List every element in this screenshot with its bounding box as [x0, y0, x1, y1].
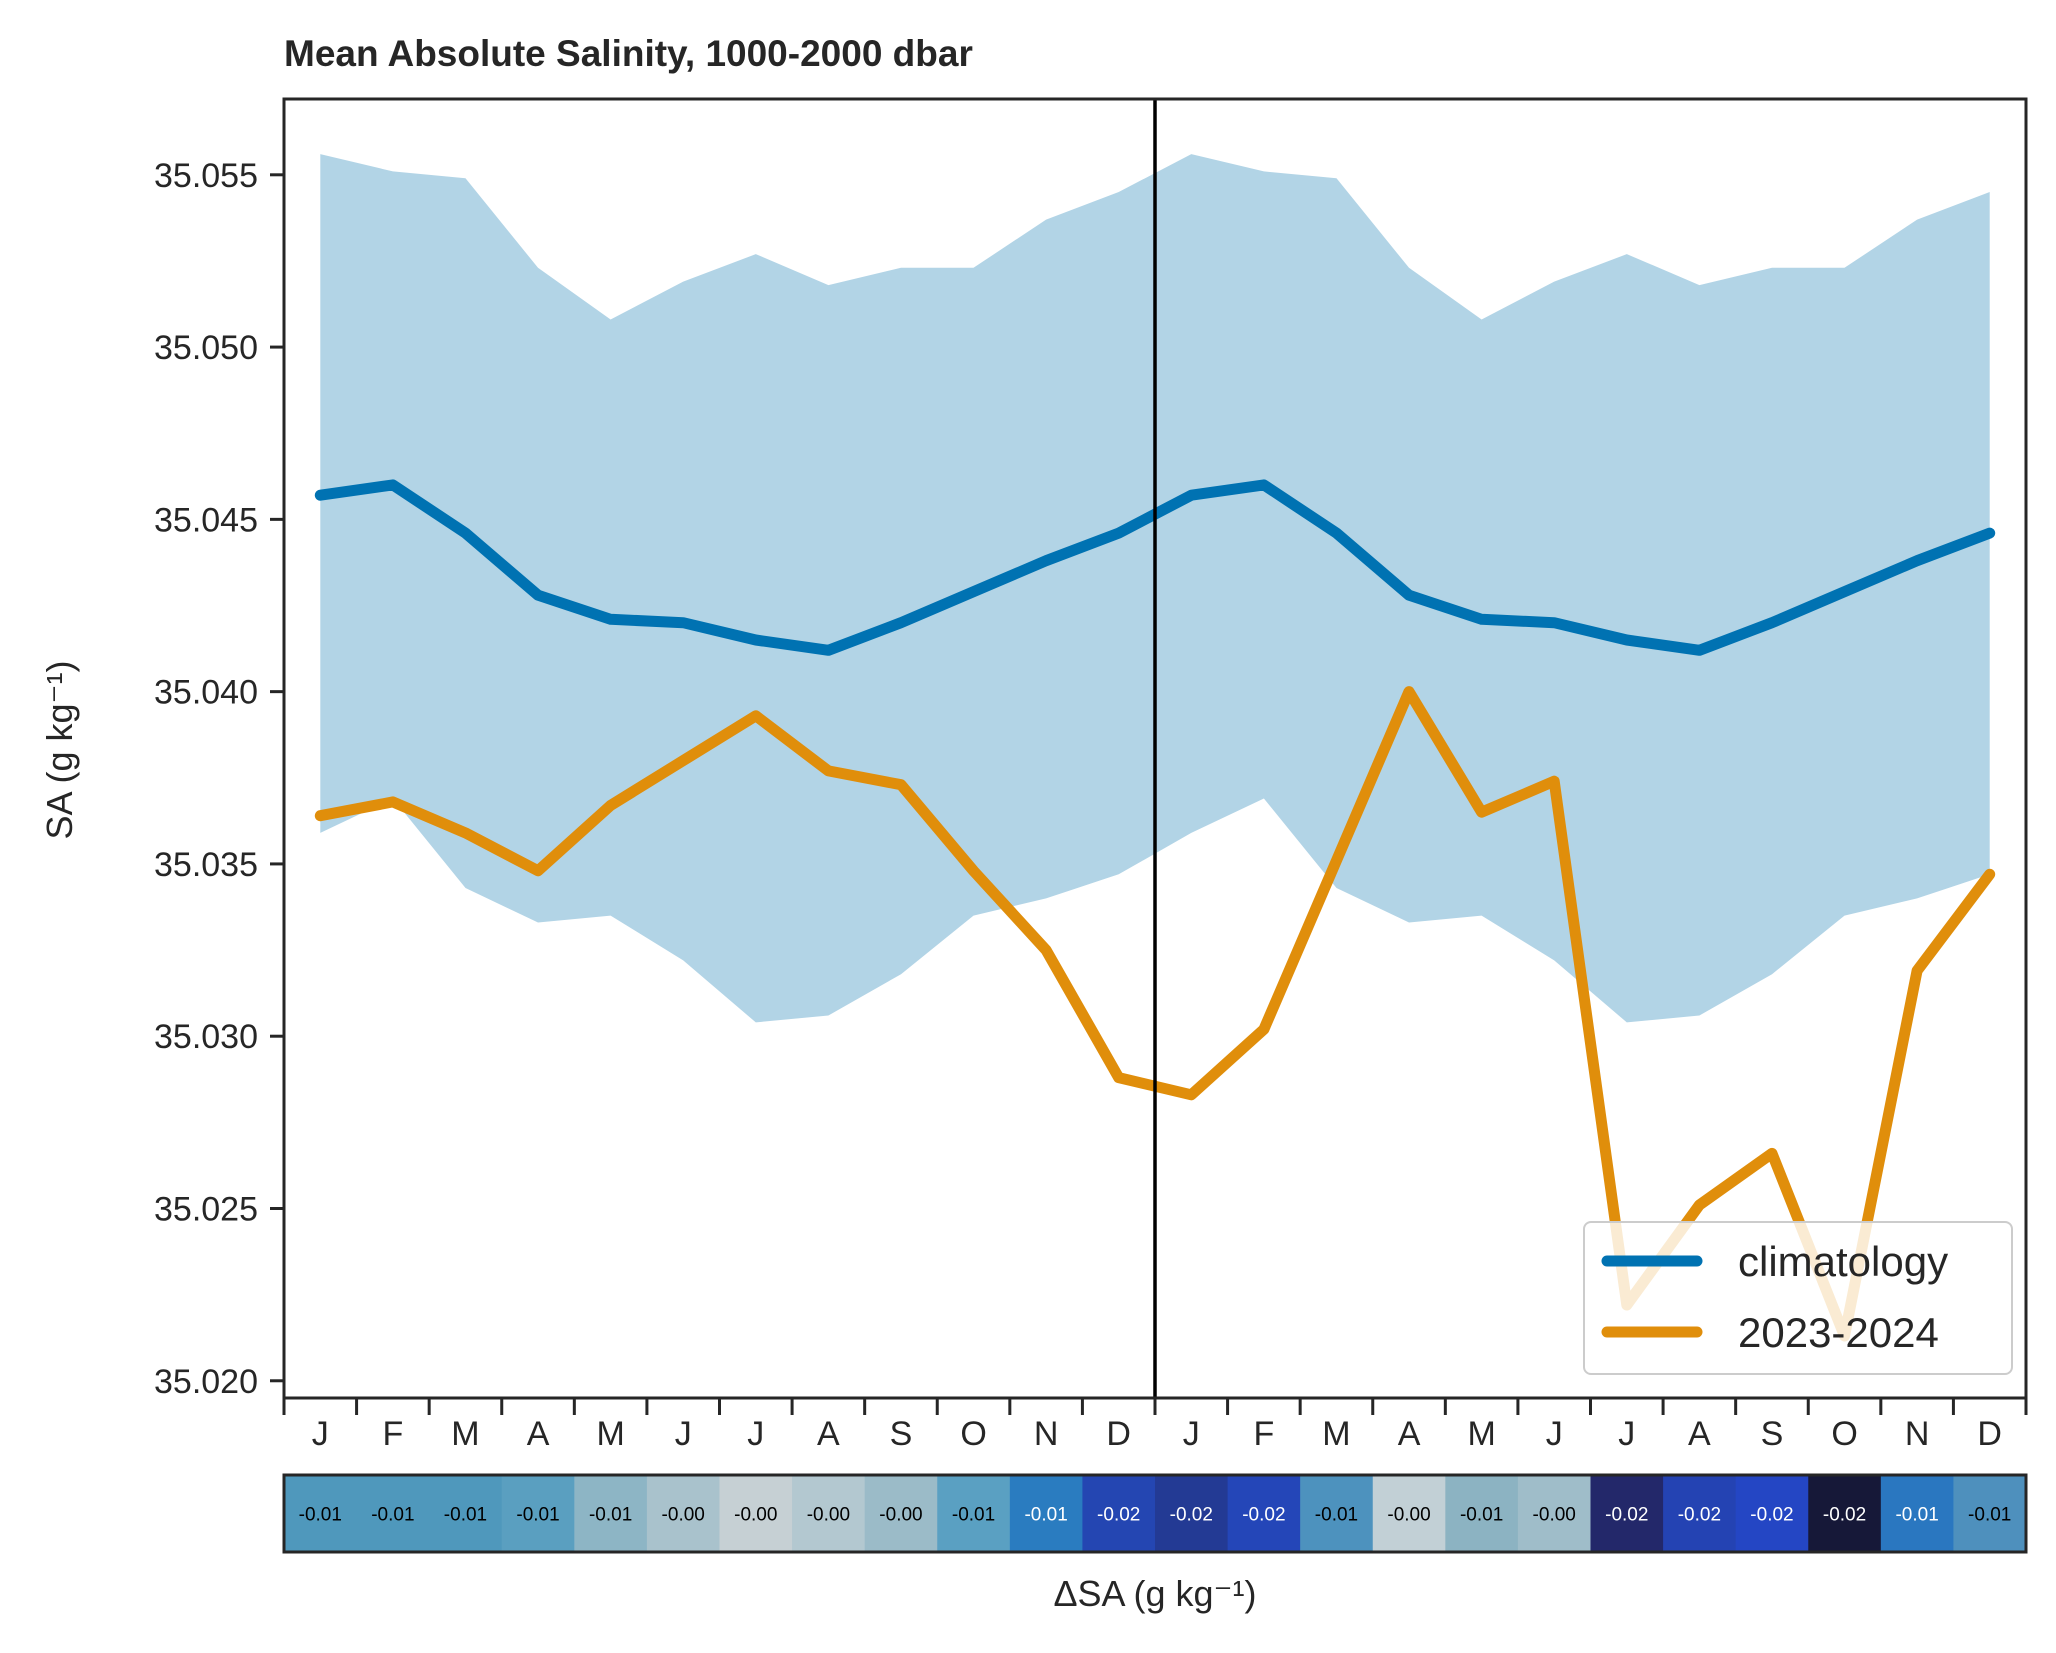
anomaly-cell [719, 1475, 793, 1552]
x-tick-label: O [1831, 1415, 1857, 1453]
anomaly-cell [429, 1475, 503, 1552]
plot-area [282, 97, 2028, 1400]
anomaly-cell-label: -0.01 [1024, 1505, 1067, 1526]
anomaly-cell-label: -0.02 [1750, 1505, 1793, 1526]
anomaly-cell [1300, 1475, 1374, 1552]
y-tick-label: 35.040 [154, 674, 258, 712]
anomaly-cell-label: -0.01 [589, 1505, 632, 1526]
anomaly-cell-label: -0.00 [1387, 1505, 1430, 1526]
anomaly-cell [1953, 1475, 2027, 1552]
anomaly-cell-label: -0.02 [1823, 1505, 1866, 1526]
x-tick-label: D [1977, 1415, 2002, 1453]
anomaly-cell-label: -0.01 [1968, 1505, 2011, 1526]
anomaly-strip-frame [282, 1473, 2028, 1554]
anomaly-cell-label: -0.00 [734, 1505, 777, 1526]
x-tick-label: M [1467, 1415, 1495, 1453]
anomaly-cell-label: -0.02 [1242, 1505, 1285, 1526]
anomaly-cell-label: -0.01 [516, 1505, 559, 1526]
y-tick-label: 35.020 [154, 1363, 258, 1401]
anomaly-cell [1517, 1475, 1591, 1552]
x-tick-label: J [1618, 1415, 1635, 1453]
anomaly-cell-label: -0.02 [1678, 1505, 1721, 1526]
anomaly-cell-label: -0.02 [1605, 1505, 1648, 1526]
x-tick-label: J [1183, 1415, 1200, 1453]
anomaly-cell-label: -0.01 [1460, 1505, 1503, 1526]
anomaly-cell [864, 1475, 938, 1552]
anomaly-cell-label: -0.00 [662, 1505, 705, 1526]
anomaly-cell [1735, 1475, 1809, 1552]
y-tick-label: 35.035 [154, 846, 258, 884]
anomaly-cell-label: -0.01 [1895, 1505, 1938, 1526]
y-axis: 35.020 35.025 35.030 35.035 35.040 35.045 35.0… [154, 157, 284, 1401]
anomaly-cell-label: -0.00 [1533, 1505, 1576, 1526]
chart-title: Mean Absolute Salinity, 1000-2000 dbar [284, 33, 973, 74]
x-tick-label: A [1398, 1415, 1421, 1453]
y-tick-label: 35.045 [154, 501, 258, 539]
legend: climatology 2023-2024 [1583, 1221, 2013, 1375]
anomaly-cell [646, 1475, 720, 1552]
x-tick-label: S [1761, 1415, 1784, 1453]
anomaly-cell [1009, 1475, 1083, 1552]
anomaly-cell [1880, 1475, 1954, 1552]
anomaly-cell-label: -0.01 [1315, 1505, 1358, 1526]
anomaly-strip-label: ΔSA (g kg⁻¹) [1053, 1573, 1256, 1614]
anomaly-cell [1590, 1475, 1664, 1552]
x-tick-label: M [596, 1415, 624, 1453]
y-tick-label: 35.055 [154, 157, 258, 195]
anomaly-cell [792, 1475, 866, 1552]
anomaly-cell [1155, 1475, 1229, 1552]
anomaly-cell [937, 1475, 1011, 1552]
x-tick-label: A [817, 1415, 840, 1453]
x-tick-label: A [1688, 1415, 1711, 1453]
anomaly-cell [1082, 1475, 1156, 1552]
x-tick-label: J [1546, 1415, 1563, 1453]
x-tick-label: S [890, 1415, 913, 1453]
x-tick-label: J [747, 1415, 764, 1453]
anomaly-cell [284, 1475, 358, 1552]
anomaly-cell [1663, 1475, 1737, 1552]
x-tick-label: F [382, 1415, 403, 1453]
legend-label: 2023-2024 [1738, 1309, 1939, 1356]
y-tick-label: 35.025 [154, 1190, 258, 1228]
anomaly-cell-label: -0.01 [299, 1505, 342, 1526]
anomaly-cell [1445, 1475, 1519, 1552]
anomaly-cell [1372, 1475, 1446, 1552]
y-axis-label: SA (g kg⁻¹) [39, 660, 80, 839]
x-tick-label: J [675, 1415, 692, 1453]
x-tick-label: F [1253, 1415, 1274, 1453]
anomaly-cell-label: -0.01 [444, 1505, 487, 1526]
y-tick-label: 35.050 [154, 329, 258, 367]
x-tick-label: M [1322, 1415, 1350, 1453]
anomaly-cell-label: -0.00 [879, 1505, 922, 1526]
anomaly-cell-label: -0.01 [952, 1505, 995, 1526]
y-tick-label: 35.030 [154, 1018, 258, 1056]
x-tick-label: N [1034, 1415, 1059, 1453]
anomaly-cell [356, 1475, 430, 1552]
anomaly-cell [501, 1475, 575, 1552]
anomaly-cell-label: -0.02 [1170, 1505, 1213, 1526]
x-tick-label: N [1905, 1415, 1930, 1453]
anomaly-cell [1808, 1475, 1882, 1552]
anomaly-cell [574, 1475, 648, 1552]
legend-label: climatology [1738, 1238, 1948, 1285]
anomaly-cell-label: -0.00 [807, 1505, 850, 1526]
anomaly-strip: -0.01 -0.01 -0.01 -0.01 -0.01 -0.00 -0.00 -0.00… [282, 1473, 2028, 1554]
anomaly-cell [1227, 1475, 1301, 1552]
anomaly-cell-label: -0.01 [371, 1505, 414, 1526]
anomaly-cell-label: -0.02 [1097, 1505, 1140, 1526]
x-tick-label: J [312, 1415, 329, 1453]
x-tick-label: A [527, 1415, 550, 1453]
x-tick-label: M [451, 1415, 479, 1453]
x-tick-label: O [960, 1415, 986, 1453]
x-tick-label: D [1106, 1415, 1131, 1453]
